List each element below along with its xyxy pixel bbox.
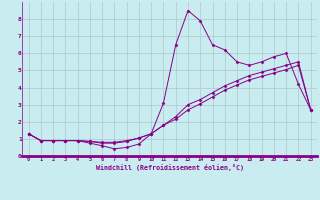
- X-axis label: Windchill (Refroidissement éolien,°C): Windchill (Refroidissement éolien,°C): [96, 164, 244, 171]
